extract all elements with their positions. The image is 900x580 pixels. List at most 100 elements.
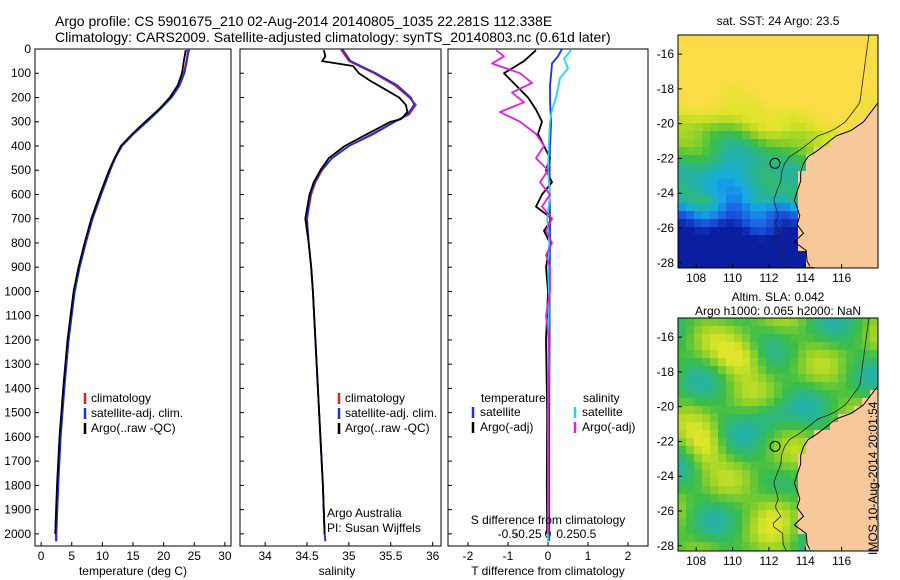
ocean-cell bbox=[702, 171, 711, 180]
x-tick-label: 15 bbox=[126, 549, 140, 563]
ocean-cell bbox=[782, 107, 791, 116]
ocean-cell bbox=[702, 123, 711, 132]
ocean-cell bbox=[718, 366, 727, 375]
land-cell bbox=[862, 187, 871, 196]
ocean-cell bbox=[718, 235, 727, 244]
land-cell bbox=[854, 243, 863, 252]
ocean-cell bbox=[742, 486, 751, 495]
ocean-cell bbox=[702, 422, 711, 431]
coastline bbox=[793, 99, 878, 267]
ocean-cell bbox=[742, 131, 751, 140]
ocean-cell bbox=[750, 358, 759, 367]
ocean-cell bbox=[694, 219, 703, 228]
ocean-cell bbox=[758, 235, 767, 244]
land-cell bbox=[862, 155, 871, 164]
ocean-cell bbox=[710, 358, 719, 367]
ocean-cell bbox=[758, 259, 767, 268]
ocean-cell bbox=[830, 350, 839, 359]
land-cell bbox=[862, 243, 871, 252]
ocean-cell bbox=[766, 542, 775, 551]
ocean-cell bbox=[726, 390, 735, 399]
ocean-cell bbox=[710, 350, 719, 359]
map-lat-label: -28 bbox=[657, 539, 675, 553]
ocean-cell bbox=[694, 366, 703, 375]
ocean-cell bbox=[862, 366, 871, 375]
ocean-cell bbox=[678, 59, 687, 68]
ocean-cell bbox=[758, 374, 767, 383]
depth-tick-label: 1100 bbox=[5, 309, 31, 323]
land-cell bbox=[846, 518, 855, 527]
ocean-cell bbox=[734, 542, 743, 551]
ocean-cell bbox=[854, 35, 863, 44]
ocean-cell bbox=[798, 430, 807, 439]
ocean-cell bbox=[726, 99, 735, 108]
ocean-cell bbox=[678, 502, 687, 511]
ocean-cell bbox=[766, 99, 775, 108]
ocean-cell bbox=[830, 91, 839, 100]
ocean-cell bbox=[750, 326, 759, 335]
ocean-cell bbox=[822, 318, 831, 327]
ocean-cell bbox=[742, 342, 751, 351]
ocean-cell bbox=[702, 203, 711, 212]
ocean-cell bbox=[734, 438, 743, 447]
ocean-cell bbox=[758, 155, 767, 164]
ocean-cell bbox=[686, 75, 695, 84]
salinity-axis-label: salinity bbox=[319, 564, 356, 578]
legend-heading-temperature: temperature bbox=[481, 391, 546, 405]
ocean-cell bbox=[806, 342, 815, 351]
land-cell bbox=[806, 454, 815, 463]
ocean-cell bbox=[702, 115, 711, 124]
ocean-cell bbox=[774, 235, 783, 244]
ocean-cell bbox=[702, 374, 711, 383]
ocean-cell bbox=[790, 203, 799, 212]
ocean-cell bbox=[678, 243, 687, 252]
land-cell bbox=[822, 462, 831, 471]
ocean-cell bbox=[854, 382, 863, 391]
ocean-cell bbox=[838, 67, 847, 76]
ocean-cell bbox=[678, 526, 687, 535]
ocean-cell bbox=[710, 83, 719, 92]
ocean-cell bbox=[718, 147, 727, 156]
ocean-cell bbox=[870, 83, 878, 92]
ocean-cell bbox=[814, 67, 823, 76]
ocean-cell bbox=[750, 526, 759, 535]
ocean-cell bbox=[830, 59, 839, 68]
ocean-cell bbox=[702, 99, 711, 108]
ocean-cell bbox=[718, 139, 727, 148]
ocean-cell bbox=[726, 219, 735, 228]
ocean-cell bbox=[694, 526, 703, 535]
land-cell bbox=[814, 470, 823, 479]
land-cell bbox=[798, 486, 807, 495]
land-cell bbox=[862, 259, 871, 268]
series-line-satellite-adj-clim- bbox=[55, 49, 191, 542]
ocean-cell bbox=[718, 478, 727, 487]
ocean-cell bbox=[790, 414, 799, 423]
sst-map-frame bbox=[677, 34, 879, 269]
land-cell bbox=[854, 518, 863, 527]
land-cell bbox=[870, 454, 878, 463]
land-cell bbox=[830, 219, 839, 228]
ocean-cell bbox=[774, 35, 783, 44]
ocean-cell bbox=[726, 366, 735, 375]
ocean-cell bbox=[782, 195, 791, 204]
ocean-cell bbox=[726, 454, 735, 463]
land-cell bbox=[814, 502, 823, 511]
ocean-cell bbox=[702, 251, 711, 260]
ocean-cell bbox=[726, 414, 735, 423]
ocean-cell bbox=[766, 374, 775, 383]
ocean-cell bbox=[694, 251, 703, 260]
ocean-cell bbox=[758, 163, 767, 172]
ocean-cell bbox=[750, 179, 759, 188]
ocean-cell bbox=[718, 398, 727, 407]
ocean-cell bbox=[734, 462, 743, 471]
ocean-cell bbox=[774, 462, 783, 471]
temperature-plot-frame bbox=[34, 48, 232, 547]
ocean-cell bbox=[686, 147, 695, 156]
ocean-cell bbox=[686, 203, 695, 212]
x-tick-label: 10 bbox=[96, 549, 110, 563]
land-cell bbox=[830, 259, 839, 268]
legend-label: satellite bbox=[582, 405, 623, 419]
ocean-cell bbox=[758, 390, 767, 399]
land-cell bbox=[846, 259, 855, 268]
